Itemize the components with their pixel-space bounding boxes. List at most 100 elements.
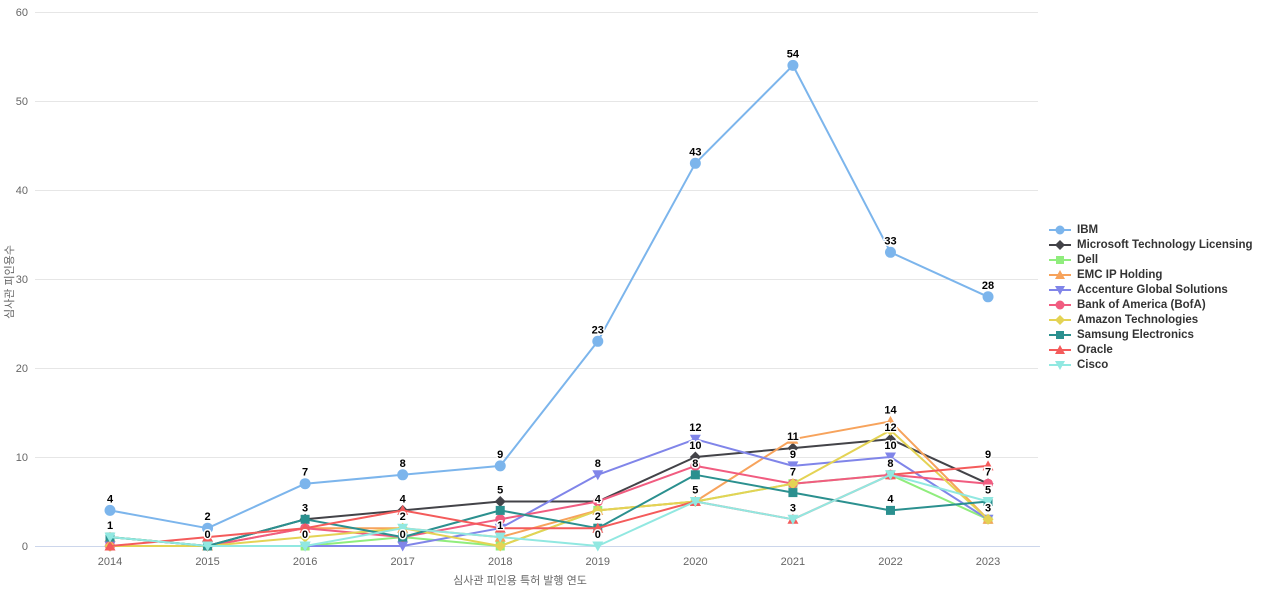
x-tick-label: 2017 (390, 556, 414, 568)
data-point-marker[interactable] (982, 460, 994, 471)
data-labels: 1 (105, 519, 114, 534)
data-point-marker[interactable] (689, 157, 701, 169)
data-point-label: 0 (204, 529, 210, 541)
data-point-label: 7 (302, 467, 308, 479)
data-labels: 5 10 11 12 (496, 421, 898, 498)
diamond-series-marker-icon (1049, 239, 1071, 250)
legend-item-dell[interactable]: Dell (1048, 252, 1253, 267)
data-point-marker[interactable] (104, 532, 116, 543)
legend-item-oracle[interactable]: Oracle (1048, 342, 1253, 357)
data-point-marker[interactable] (494, 532, 506, 543)
legend-item-cisco[interactable]: Cisco (1048, 357, 1253, 372)
data-point-marker[interactable] (592, 541, 604, 552)
legend-item-accenture-global-solutions[interactable]: Accenture Global Solutions (1048, 282, 1253, 297)
data-point-marker[interactable] (300, 514, 310, 524)
data-point-marker[interactable] (494, 496, 506, 507)
legend-label: Accenture Global Solutions (1077, 283, 1228, 296)
data-point-marker[interactable] (787, 59, 799, 71)
data-point-marker[interactable] (592, 470, 604, 481)
data-point-marker[interactable] (982, 513, 994, 525)
data-point-marker[interactable] (884, 452, 896, 463)
triangle-down-series-marker-icon (1049, 360, 1071, 370)
data-point-marker[interactable] (689, 451, 701, 463)
data-point-marker[interactable] (397, 523, 409, 534)
data-point-marker[interactable] (885, 505, 895, 515)
legend-item-emc-ip-holding[interactable]: EMC IP Holding (1048, 267, 1253, 282)
data-point-marker[interactable] (202, 522, 214, 534)
data-point-label: 5 (692, 485, 698, 497)
x-tick-label: 2018 (488, 556, 512, 568)
data-point-marker[interactable] (690, 460, 701, 471)
data-point-marker[interactable] (202, 531, 214, 542)
data-point-label: 28 (982, 280, 994, 292)
data-point-label: 1 (107, 520, 113, 532)
data-point-marker[interactable] (884, 424, 896, 436)
data-point-marker[interactable] (787, 442, 799, 454)
data-point-marker[interactable] (202, 541, 214, 552)
data-point-label: 4 (107, 493, 114, 505)
data-point-label: 5 (497, 485, 503, 497)
data-point-marker[interactable] (592, 335, 604, 347)
data-point-marker[interactable] (689, 497, 701, 507)
legend-item-amazon-technologies[interactable]: Amazon Technologies (1048, 312, 1253, 327)
legend-item-bank-of-america-bofa-[interactable]: Bank of America (BofA) (1048, 297, 1253, 312)
legend-item-ibm[interactable]: IBM (1048, 222, 1253, 237)
data-point-marker[interactable] (884, 433, 896, 445)
data-point-marker[interactable] (982, 497, 994, 507)
data-point-marker[interactable] (884, 470, 896, 481)
data-point-marker[interactable] (787, 461, 799, 472)
data-point-marker[interactable] (397, 469, 409, 481)
data-point-marker[interactable] (788, 488, 798, 498)
series-ibm (104, 59, 994, 534)
data-point-marker[interactable] (299, 531, 311, 543)
legend-label: EMC IP Holding (1077, 268, 1163, 281)
data-labels: 14 (883, 403, 899, 418)
data-point-marker[interactable] (494, 460, 506, 472)
data-point-label: 8 (692, 458, 698, 470)
data-point-marker[interactable] (689, 434, 701, 445)
square-series-marker-icon (1049, 330, 1071, 339)
data-point-marker[interactable] (299, 541, 311, 552)
data-point-label: 43 (689, 146, 701, 158)
circle-series-marker-icon (1049, 300, 1071, 309)
square-series-marker-icon (1049, 255, 1071, 264)
data-point-marker[interactable] (982, 291, 994, 303)
data-point-label: 0 (302, 529, 308, 541)
data-point-marker[interactable] (494, 540, 506, 552)
data-point-marker[interactable] (397, 541, 409, 552)
data-point-marker[interactable] (592, 522, 604, 533)
data-point-marker[interactable] (884, 246, 896, 258)
data-point-marker[interactable] (104, 504, 116, 516)
triangle-down-series-marker-icon (1049, 285, 1071, 295)
data-point-marker[interactable] (983, 478, 994, 489)
series-cisco (104, 470, 994, 552)
data-point-marker[interactable] (884, 415, 896, 426)
data-point-marker[interactable] (690, 470, 700, 480)
data-point-marker[interactable] (104, 540, 116, 551)
legend-label: Cisco (1077, 358, 1109, 371)
data-point-marker[interactable] (495, 514, 506, 525)
series-line (109, 464, 990, 547)
data-point-marker[interactable] (494, 522, 506, 533)
data-point-marker[interactable] (397, 504, 409, 515)
data-point-marker[interactable] (398, 532, 408, 542)
legend-item-samsung-electronics[interactable]: Samsung Electronics (1048, 327, 1253, 342)
series-line (109, 473, 990, 547)
data-point-marker[interactable] (787, 514, 799, 525)
y-tick-label: 40 (16, 185, 28, 197)
legend: IBM Microsoft Technology Licensing Dell EMC… (1048, 222, 1253, 372)
data-point-label: 8 (595, 458, 601, 470)
data-point-label: 11 (787, 431, 799, 443)
data-point-marker[interactable] (787, 478, 799, 490)
data-point-marker[interactable] (787, 433, 799, 444)
legend-item-microsoft-technology-licensing[interactable]: Microsoft Technology Licensing (1048, 237, 1253, 252)
x-tick-label: 2016 (293, 556, 317, 568)
data-point-marker[interactable] (495, 505, 505, 515)
data-point-marker[interactable] (592, 496, 603, 507)
data-point-marker[interactable] (592, 504, 604, 516)
circle-series-marker-icon (1049, 225, 1071, 234)
data-point-marker[interactable] (299, 478, 311, 490)
data-point-marker[interactable] (299, 522, 311, 533)
